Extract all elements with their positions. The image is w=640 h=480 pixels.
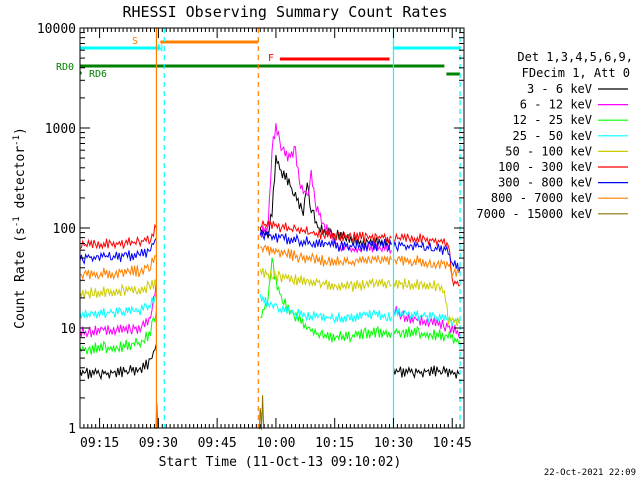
y-tick-label-4: 10000 (37, 22, 76, 37)
flag-label-s: S (132, 36, 138, 47)
series-line-7-0 (79, 254, 157, 281)
series-line-0-2 (393, 365, 461, 380)
legend-label-2: 12 - 25 keV (513, 113, 592, 127)
x-tick-label-4: 10:15 (315, 436, 354, 451)
series-line-7-1 (260, 244, 392, 268)
series-line-4-1 (259, 268, 392, 292)
flag-label-rd0: RD0 (56, 62, 74, 73)
x-tick-label-2: 09:45 (198, 436, 237, 451)
legend-label-8: 7000 - 15000 keV (476, 207, 592, 221)
flag-label-n: N (157, 43, 163, 54)
x-tick-label-0: 09:15 (80, 436, 119, 451)
series-line-0-0 (79, 343, 157, 381)
series-line-1-1 (259, 123, 392, 255)
y-tick-label-2: 100 (53, 222, 76, 237)
series-line-8-1 (259, 395, 265, 430)
footer-date: 22-Oct-2021 22:09 (544, 468, 636, 478)
series-line-2-0 (79, 310, 157, 355)
legend-label-7: 800 - 7000 keV (491, 191, 592, 205)
flag-label-rd6: RD6 (89, 69, 107, 80)
series-line-1-2 (393, 306, 461, 338)
legend-header-2: FDecim 1, Att 0 (522, 66, 630, 80)
legend-label-3: 25 - 50 keV (513, 129, 592, 143)
series-line-4-0 (79, 279, 157, 299)
state-vertical-lines (155, 28, 461, 428)
y-axis-label: Count Rate (s-1 detector-1) (12, 127, 28, 329)
series-line-6-0 (79, 237, 157, 266)
series-line-5-1 (259, 220, 392, 244)
x-tick-label-3: 10:00 (256, 436, 295, 451)
flag-bars: S N F RD0 RD6 (56, 36, 461, 80)
series-line-3-1 (259, 293, 392, 325)
series-line-6-1 (259, 228, 392, 252)
legend-label-6: 300 - 800 keV (498, 176, 592, 190)
legend-label-0: 3 - 6 keV (527, 82, 592, 96)
legend-header-1: Det 1,3,4,5,6,9, (517, 50, 633, 64)
series-line-5-2 (393, 232, 461, 287)
series-line-2-2 (393, 325, 461, 346)
x-tick-label-5: 10:30 (374, 436, 413, 451)
series-line-4-2 (393, 278, 461, 327)
series-line-2-1 (260, 257, 392, 344)
chart-title: RHESSI Observing Summary Count Rates (122, 3, 447, 21)
x-tick-label-1: 09:30 (139, 436, 178, 451)
legend-label-1: 6 - 12 keV (520, 98, 592, 112)
series-line-0-1 (259, 154, 392, 248)
series-line-3-0 (79, 293, 157, 320)
legend-label-5: 100 - 300 keV (498, 160, 592, 174)
y-tick-label-3: 1000 (45, 122, 76, 137)
x-tick-label-6: 10:45 (433, 436, 472, 451)
y-tick-label-0: 1 (68, 422, 76, 437)
x-axis-ticks: 09:15 09:30 09:45 10:00 10:15 10:30 10:45 (79, 28, 472, 451)
y-tick-label-1: 10 (60, 322, 76, 337)
flag-label-f: F (268, 53, 274, 64)
series-line-5-0 (79, 223, 157, 250)
legend-label-4: 50 - 100 keV (505, 144, 592, 158)
y-axis-ticks: 1 10 100 1000 10000 (37, 22, 464, 437)
legend: Det 1,3,4,5,6,9, FDecim 1, Att 0 3 - 6 k… (476, 50, 633, 221)
series-line-6-2 (393, 240, 461, 273)
x-axis-label: Start Time (11-Oct-13 09:10:02) (159, 455, 402, 470)
series-line-1-0 (79, 280, 157, 339)
series-lines (79, 123, 461, 430)
series-line-7-2 (393, 255, 461, 278)
